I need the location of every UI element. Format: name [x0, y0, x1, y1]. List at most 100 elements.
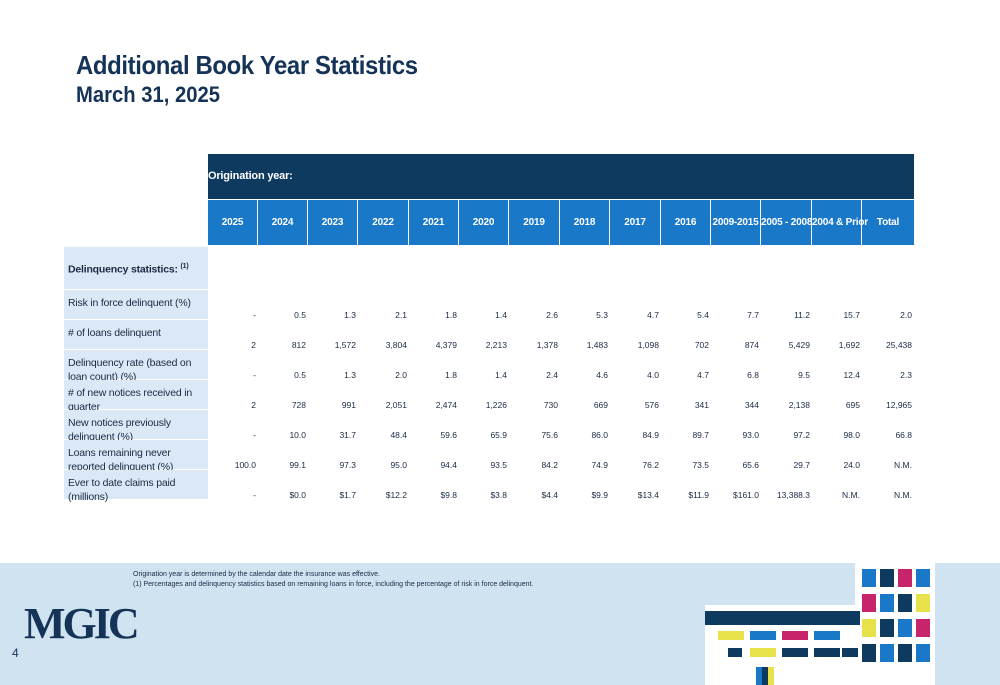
table-cell: 73.5	[692, 460, 709, 470]
table-cell: 65.9	[490, 430, 507, 440]
table-cell: 341	[694, 400, 709, 410]
row-label: Ever to date claims paid (millions)	[64, 470, 208, 503]
table-cell: 669	[593, 400, 608, 410]
table-cell: 2.1	[395, 310, 407, 320]
page-title: Additional Book Year Statistics	[76, 50, 418, 80]
table-cell: 1,692	[838, 340, 860, 350]
table-cell: 84.9	[642, 430, 659, 440]
section-label-footnote-marker: (1)	[180, 263, 189, 270]
table-cell: 74.9	[591, 460, 608, 470]
table-cell: 2,051	[385, 400, 407, 410]
table-cell: 344	[744, 400, 759, 410]
table-cell: 2.3	[900, 370, 912, 380]
table-cell: 1,572	[334, 340, 356, 350]
table-cell: 6.8	[747, 370, 759, 380]
table-cell: 12,965	[886, 400, 912, 410]
table-cell: 4.7	[647, 310, 659, 320]
building-illustration	[705, 563, 935, 685]
table-cell: 1.3	[344, 370, 356, 380]
row-label: Risk in force delinquent (%)	[64, 290, 208, 319]
footnote-origination: Origination year is determined by the ca…	[133, 571, 380, 578]
year-header-cell: 2022	[358, 200, 409, 245]
table-cell: 11.2	[794, 310, 810, 320]
table-cell: -	[253, 430, 256, 440]
year-header-row: 2025 2024 2023 2022 2021 2020 2019 2018 2017 2016…	[208, 200, 914, 245]
table-cell: $4.4	[541, 490, 558, 500]
table-cell: 728	[291, 400, 306, 410]
table-cell: 1.8	[445, 370, 457, 380]
row-values: - 0.5 1.3 2.1 1.8 1.4 2.6 5.3 4.7 5.4 7.7 11.2 15.7 2…	[208, 310, 914, 320]
table-cell: 86.0	[591, 430, 608, 440]
table-cell: 99.1	[289, 460, 306, 470]
table-cell: 2.0	[900, 310, 912, 320]
table-cell: 0.5	[294, 370, 306, 380]
table-cell: 93.5	[490, 460, 507, 470]
table-cell: 0.5	[294, 310, 306, 320]
year-header-cell: 2004 & Prior	[812, 200, 868, 245]
table-cell: 4.6	[596, 370, 608, 380]
table-cell: 1,483	[586, 340, 608, 350]
table-cell: 1.4	[495, 310, 507, 320]
table-cell: 702	[694, 340, 709, 350]
row-values: 2 728 991 2,051 2,474 1,226 730 669 576 341 344 2,1…	[208, 400, 914, 410]
table-cell: 5.3	[596, 310, 608, 320]
table-cell: 4.0	[647, 370, 659, 380]
row-values: - 0.5 1.3 2.0 1.8 1.4 2.4 4.6 4.0 4.7 6.8 9.5 12.4 2.…	[208, 370, 914, 380]
year-header-cell: 2009-2015	[711, 200, 761, 245]
table-cell: 2	[251, 400, 256, 410]
table-cell: 59.6	[440, 430, 457, 440]
table-cell: 10.0	[289, 430, 306, 440]
table-cell: 29.7	[793, 460, 810, 470]
table-cell: 13,388.3	[776, 490, 810, 500]
table-cell: 25,438	[886, 340, 912, 350]
section-label-text: Delinquency statistics:	[68, 263, 178, 276]
table-cell: 3,804	[385, 340, 407, 350]
table-cell: 576	[644, 400, 659, 410]
table-cell: 1.8	[445, 310, 457, 320]
table-cell: 12.4	[843, 370, 860, 380]
table-cell: -	[253, 370, 256, 380]
year-header-cell: 2021	[409, 200, 459, 245]
table-cell: -	[253, 490, 256, 500]
table-cell: 812	[291, 340, 306, 350]
table-cell: 97.3	[339, 460, 356, 470]
table-cell: 65.6	[742, 460, 759, 470]
table-cell: 2.6	[546, 310, 558, 320]
year-header-cell: 2020	[459, 200, 509, 245]
footnotes: Origination year is determined by the ca…	[133, 570, 533, 590]
table-cell: 66.8	[895, 430, 912, 440]
table-cell: 4,379	[435, 340, 457, 350]
table-cell: $12.2	[385, 490, 407, 500]
table-cell: 695	[845, 400, 860, 410]
table-cell: 97.2	[793, 430, 810, 440]
year-header-cell: 2019	[509, 200, 560, 245]
table-cell: 95.0	[390, 460, 407, 470]
table-cell: 5,429	[788, 340, 810, 350]
table-cell: 991	[341, 400, 356, 410]
table-cell: 1.3	[344, 310, 356, 320]
year-header-cell: 2025	[208, 200, 258, 245]
table-cell: 730	[543, 400, 558, 410]
table-cell: 31.7	[339, 430, 356, 440]
table-cell: N.M.	[894, 460, 912, 470]
table-cell: 1,226	[485, 400, 507, 410]
year-header-cell: 2023	[308, 200, 358, 245]
table-cell: 15.7	[843, 310, 860, 320]
row-values: 100.0 99.1 97.3 95.0 94.4 93.5 84.2 74.9 76.2 73.…	[208, 460, 914, 470]
table-cell: 874	[744, 340, 759, 350]
table-cell: $13.4	[637, 490, 659, 500]
table-cell: 4.7	[697, 370, 709, 380]
table-cell: 94.4	[440, 460, 457, 470]
year-header-cell: 2024	[258, 200, 308, 245]
table-cell: $9.9	[591, 490, 608, 500]
table-cell: 2,213	[485, 340, 507, 350]
row-values: - 10.0 31.7 48.4 59.6 65.9 75.6 86.0 84.9 89.7 93.…	[208, 430, 914, 440]
row-label: Delinquency rate (based on loan count) (…	[64, 350, 208, 383]
table-cell: 84.2	[541, 460, 558, 470]
table-cell: 100.0	[234, 460, 256, 470]
section-label: Delinquency statistics: (1)	[64, 247, 208, 289]
mgic-logo: MGIC	[24, 599, 140, 648]
year-header-cell: 2016	[661, 200, 711, 245]
table-cell: 2,138	[788, 400, 810, 410]
year-header-cell: 2017	[610, 200, 661, 245]
